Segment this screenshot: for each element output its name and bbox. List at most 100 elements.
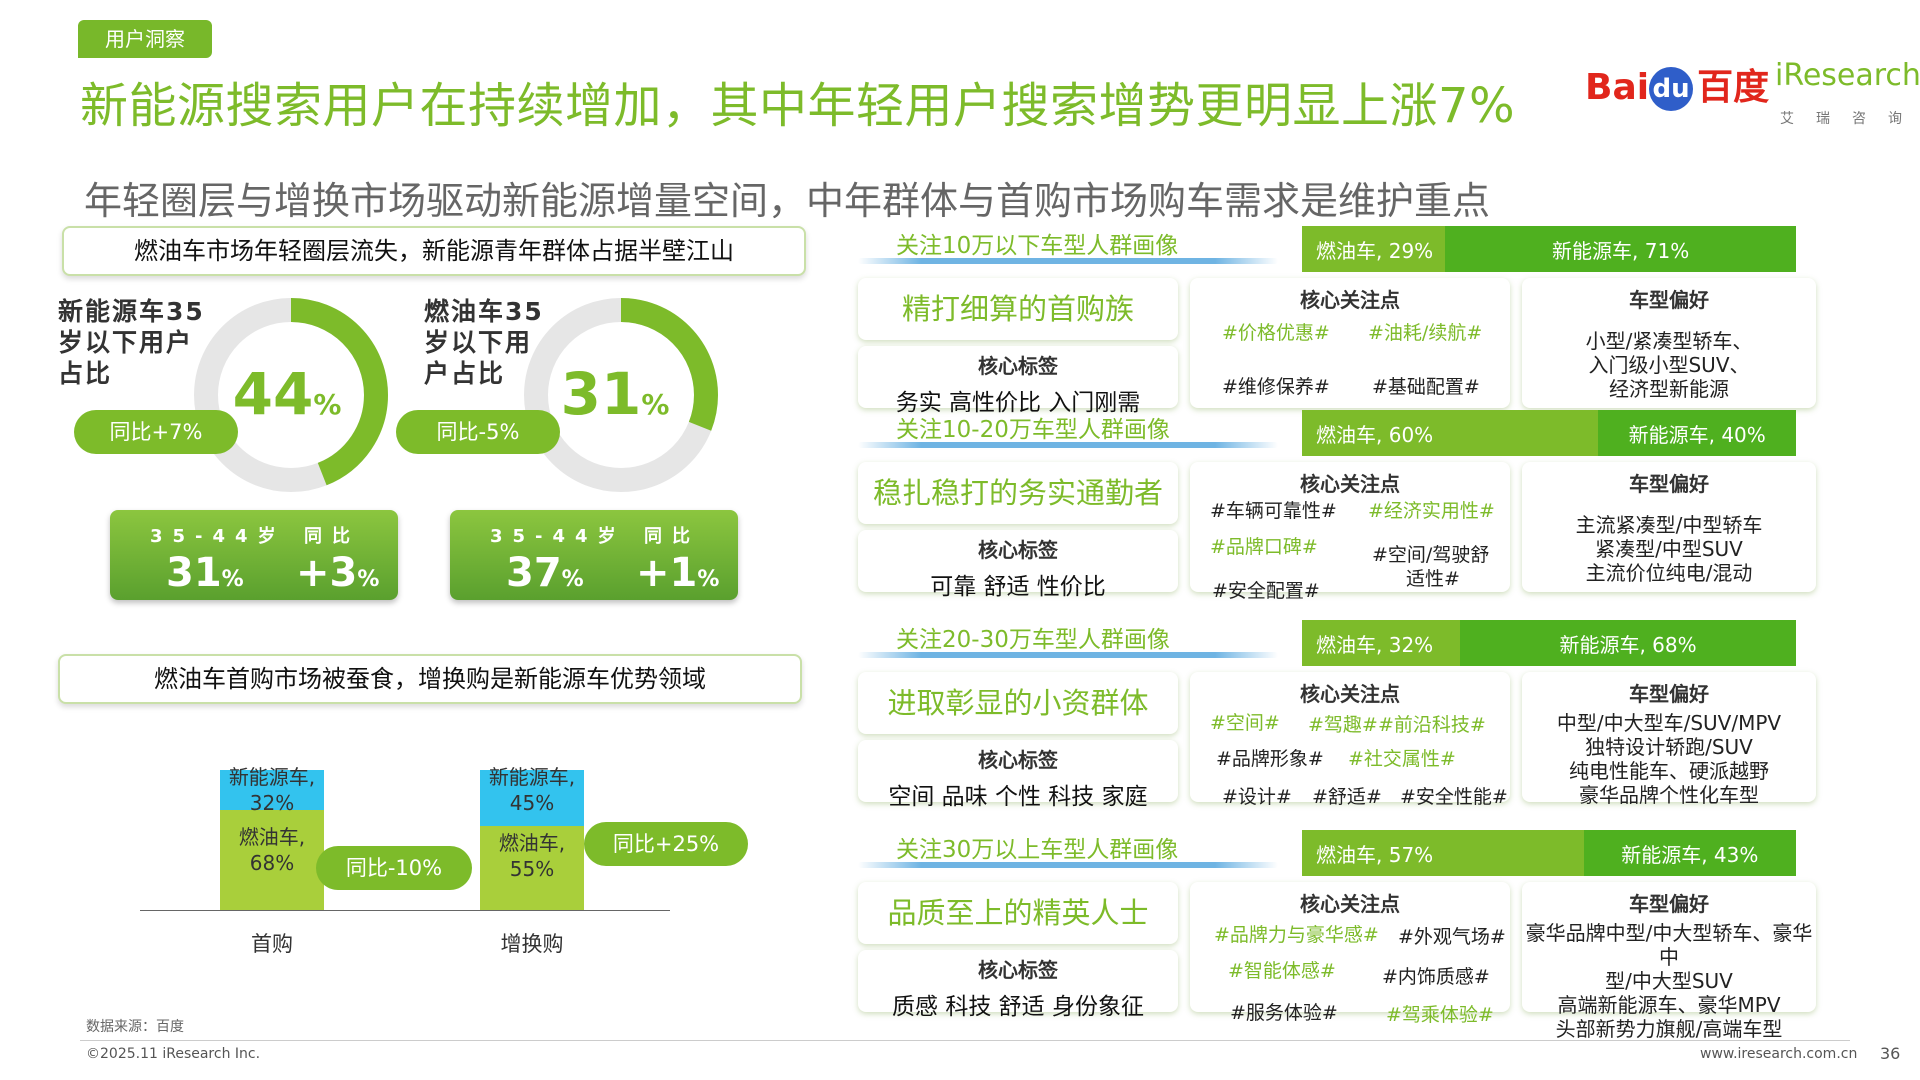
- keyword-tag: #品牌口碑#: [1210, 536, 1318, 558]
- stacked-bar-chart: 新能源车, 32% 燃油车, 68% 新能源车, 45% 燃油车, 55% 首购 增换购: [140, 760, 670, 956]
- copyright: ©2025.11 iResearch Inc.: [86, 1046, 261, 1062]
- persona-card: 进取彰显的小资群体: [858, 672, 1178, 734]
- donut-fill: [194, 298, 388, 492]
- label-series: 燃油车,: [238, 825, 306, 849]
- yoy-pill-first: 同比-10%: [316, 846, 472, 890]
- x-tick-replace: 增换购: [500, 932, 564, 956]
- stat-yoy-label: 同比: [644, 526, 700, 547]
- bar-label-ice-first: 燃油车, 68%: [210, 824, 334, 876]
- stat-card-ev: 35-44岁 同比 31% +3%: [110, 510, 398, 600]
- pref-line: 豪华品牌个性化车型: [1579, 783, 1759, 807]
- core-card-heading: 核心关注点: [1300, 892, 1400, 916]
- stat-age-num: 37: [506, 550, 562, 596]
- section-tag: 用户洞察: [78, 20, 212, 58]
- pref-line: 豪华品牌中型/中大型轿车、豪华中: [1525, 921, 1813, 969]
- pref-card: 车型偏好 主流紧凑型/中型轿车 紧凑型/中型SUV 主流价位纯电/混动: [1522, 462, 1816, 592]
- section-underline: [858, 258, 1278, 264]
- pref-card-heading: 车型偏好: [1629, 682, 1709, 706]
- keyword-tag: #油耗/续航#: [1368, 322, 1483, 344]
- share-bar-ev: 新能源车, 40%: [1598, 410, 1796, 456]
- keyword-tag: #品牌形象#: [1216, 748, 1324, 770]
- tag-card-body: 质感 科技 舒适 身份象征: [892, 994, 1144, 1020]
- stat-age-num: 31: [166, 550, 222, 596]
- data-source: 数据来源：百度: [86, 1019, 184, 1035]
- keyword-tag: #驾趣#: [1308, 714, 1378, 736]
- page-title: 新能源搜索用户在持续增加，其中年轻用户搜索增势更明显上涨7%: [80, 78, 1516, 134]
- pref-line: 型/中大型SUV: [1605, 969, 1733, 993]
- ring-label-ev: 新能源车35岁以下用户占比: [58, 297, 205, 388]
- bar-label-ev-replace: 新能源车, 45%: [470, 764, 594, 816]
- share-bar-ice: 燃油车, 29%: [1302, 226, 1446, 272]
- stat-yoy-unit: %: [357, 567, 380, 592]
- age-banner: 燃油车市场年轻圈层流失，新能源青年群体占据半壁江山: [62, 226, 806, 276]
- tag-card-heading: 核心标签: [978, 538, 1058, 562]
- iresearch-logo-sub: 艾瑞咨询: [1780, 111, 1920, 127]
- keyword-tag: #空间/驾驶舒: [1372, 544, 1490, 566]
- keyword-tag: #安全配置#: [1212, 580, 1320, 602]
- pref-line: 主流紧凑型/中型轿车: [1575, 513, 1763, 537]
- stat-yoy-unit: %: [697, 567, 720, 592]
- share-bar: 燃油车, 29% 新能源车, 71%: [1302, 226, 1796, 272]
- pref-line: 头部新势力旗舰/高端车型: [1555, 1017, 1783, 1041]
- share-bar-ice: 燃油车, 57%: [1302, 830, 1584, 876]
- bar-ev-first: [220, 770, 324, 810]
- ring-value-num: 31: [560, 360, 642, 428]
- bar-label-ice-replace: 燃油车, 55%: [470, 830, 594, 882]
- keyword-tag: #驾乘体验#: [1386, 1004, 1494, 1026]
- keyword-tag: #维修保养#: [1222, 376, 1330, 398]
- page-number: 36: [1880, 1044, 1901, 1063]
- pref-line: 主流价位纯电/混动: [1585, 561, 1753, 585]
- keyword-tag: #设计#: [1222, 786, 1292, 808]
- stat-yoy-num: +1: [636, 550, 698, 596]
- tag-card: 核心标签 可靠 舒适 性价比: [858, 530, 1178, 600]
- yoy-pill-replace: 同比+25%: [584, 822, 748, 866]
- ring-value-num: 44: [232, 360, 314, 428]
- baidu-paw-icon: du: [1649, 67, 1694, 111]
- pref-card: 车型偏好 小型/紧凑型轿车、 入门级小型SUV、 经济型新能源: [1522, 278, 1816, 408]
- core-card-heading: 核心关注点: [1300, 288, 1400, 312]
- share-bar-ev: 新能源车, 43%: [1583, 830, 1796, 876]
- market-banner: 燃油车首购市场被蚕食，增换购是新能源车优势领域: [58, 654, 802, 704]
- ring-value-unit: %: [641, 388, 670, 421]
- keyword-tag: #服务体验#: [1230, 1002, 1338, 1024]
- pref-card: 车型偏好 中型/中大型车/SUV/MPV 独特设计轿跑/SUV 纯电性能车、硬派越野豪…: [1522, 672, 1816, 807]
- section-underline: [858, 652, 1278, 658]
- keyword-tag: #舒适#: [1312, 786, 1382, 808]
- pref-line: 独特设计轿跑/SUV: [1585, 735, 1753, 759]
- tag-card-body: 务实 高性价比 入门刚需: [895, 390, 1141, 416]
- keyword-tag: 适性#: [1406, 568, 1460, 590]
- ring-label-ice: 燃油车35岁以下用户占比: [424, 297, 544, 388]
- share-bar: 燃油车, 57% 新能源车, 43%: [1302, 830, 1796, 876]
- ring-value-unit: %: [313, 388, 342, 421]
- keyword-tag: #基础配置#: [1372, 376, 1480, 398]
- pref-card-heading: 车型偏好: [1629, 892, 1709, 916]
- keyword-tag: #前沿科技#: [1378, 714, 1486, 736]
- yoy-pill-ev: 同比+7%: [74, 410, 238, 454]
- bar-ice-replace: [480, 826, 584, 910]
- share-bar: 燃油车, 32% 新能源车, 68%: [1302, 620, 1796, 666]
- keyword-tag: #价格优惠#: [1222, 322, 1330, 344]
- share-bar-ev: 新能源车, 71%: [1445, 226, 1796, 272]
- pref-line: 小型/紧凑型轿车、: [1585, 329, 1753, 353]
- section-underline: [858, 442, 1278, 448]
- core-card: 核心关注点: [1190, 462, 1510, 592]
- share-bar-ice: 燃油车, 32%: [1302, 620, 1461, 666]
- stat-yoy-num: +3: [296, 550, 358, 596]
- share-bar-ice: 燃油车, 60%: [1302, 410, 1599, 456]
- tag-card-heading: 核心标签: [978, 958, 1058, 982]
- site-url: www.iresearch.com.cn: [1700, 1046, 1858, 1062]
- stat-age-unit: %: [221, 567, 244, 592]
- section-title: 关注20-30万车型人群画像: [896, 627, 1170, 653]
- tag-card: 核心标签 空间 品味 个性 科技 家庭: [858, 740, 1178, 810]
- core-card-heading: 核心关注点: [1300, 682, 1400, 706]
- stat-age-value: 37%: [506, 550, 584, 596]
- keyword-tag: #智能体感#: [1228, 960, 1336, 982]
- share-bar: 燃油车, 60% 新能源车, 40%: [1302, 410, 1796, 456]
- tag-card-body: 可靠 舒适 性价比: [930, 574, 1106, 600]
- page-subtitle: 年轻圈层与增换市场驱动新能源增量空间，中年群体与首购市场购车需求是维护重点: [84, 179, 1491, 223]
- ring-value-ice: 31%: [555, 360, 675, 428]
- core-card: 核心关注点: [1190, 278, 1510, 408]
- keyword-tag: #经济实用性#: [1368, 500, 1495, 522]
- iresearch-logo: iResearch: [1775, 58, 1920, 93]
- baidu-logo-cn: 百度: [1697, 67, 1770, 108]
